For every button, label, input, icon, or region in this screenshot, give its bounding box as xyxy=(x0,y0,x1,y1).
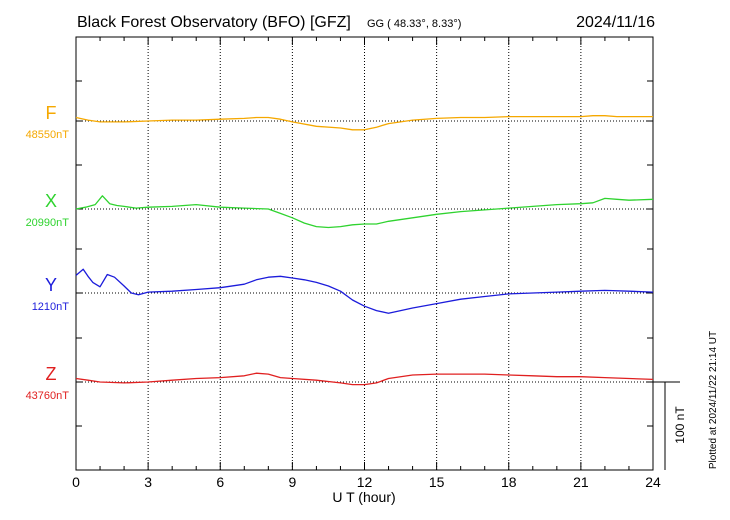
baseline-label-z: 43760nT xyxy=(26,390,70,402)
x-tick-label: 9 xyxy=(288,474,296,490)
series-line-f xyxy=(75,115,653,131)
x-tick-label: 0 xyxy=(72,474,80,490)
plotted-at-note: Plotted at 2024/11/22 21:14 UT xyxy=(708,331,719,469)
chart-title: Black Forest Observatory (BFO) [GFZ] xyxy=(77,14,351,31)
x-tick-label: 3 xyxy=(144,474,152,490)
x-tick-label: 15 xyxy=(429,474,445,490)
axis-ticks xyxy=(75,36,654,471)
x-tick-label: 18 xyxy=(501,474,517,490)
station-coords: GG ( 48.33°, 8.33°) xyxy=(367,18,461,30)
grid xyxy=(76,37,653,470)
chart-date: 2024/11/16 xyxy=(576,14,655,31)
series-layer: F 48550nT X 20990nT Y 1210nT Z 43760nT xyxy=(26,103,654,402)
x-tick-label: 12 xyxy=(357,474,373,490)
series-line-z xyxy=(75,372,654,386)
series-line-y xyxy=(75,268,654,314)
baseline-label-x: 20990nT xyxy=(26,217,70,229)
series-line-x xyxy=(75,195,654,229)
series-name-f: F xyxy=(46,103,57,123)
x-tick-label: 21 xyxy=(573,474,589,490)
x-axis-label: U T (hour) xyxy=(332,489,395,505)
x-tick-labels: 0 3 6 9 12 15 18 21 24 xyxy=(72,474,661,490)
baseline-label-y: 1210nT xyxy=(32,301,70,313)
series-name-z: Z xyxy=(46,364,57,384)
x-tick-label: 24 xyxy=(645,474,661,490)
series-name-x: X xyxy=(45,191,57,211)
baseline-label-f: 48550nT xyxy=(26,129,70,141)
x-tick-label: 6 xyxy=(216,474,224,490)
scale-bar-label: 100 nT xyxy=(673,406,687,444)
series-name-y: Y xyxy=(45,275,57,295)
